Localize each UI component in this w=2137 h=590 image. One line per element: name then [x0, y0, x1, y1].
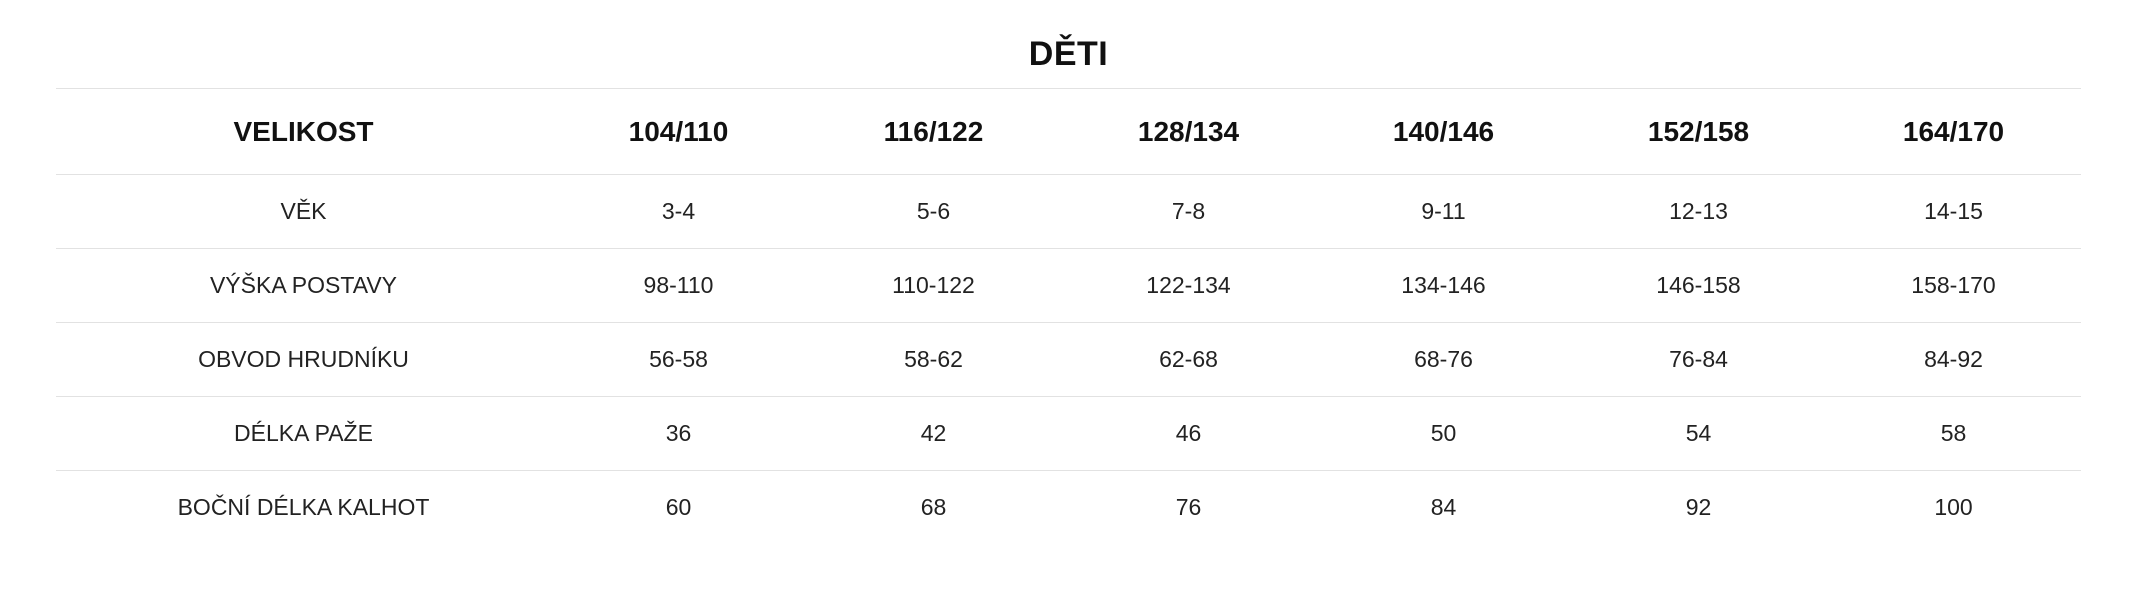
table-cell: 68 [920, 494, 947, 520]
table-cell: 58 [1940, 420, 1967, 446]
table-cell: 84 [1430, 494, 1457, 520]
table-cell: 100 [1934, 494, 1973, 520]
table-cell: 76 [1175, 494, 1202, 520]
table-cell: 110-122 [892, 272, 975, 298]
table-row: VĚK 3-4 5-6 7-8 9-11 12-13 14-15 [56, 174, 2081, 249]
header-label: VELIKOST [233, 115, 374, 147]
table-cell: 42 [920, 420, 947, 446]
table-cell: 122-134 [1146, 272, 1231, 298]
table-cell: 60 [665, 494, 692, 520]
size-header: 116/122 [883, 115, 984, 147]
table-cell: 36 [665, 420, 692, 446]
row-label: BOČNÍ DÉLKA KALHOT [177, 494, 430, 520]
size-header: 140/146 [1392, 115, 1495, 147]
row-label: VÝŠKA POSTAVY [209, 272, 398, 298]
row-label: VĚK [280, 198, 327, 224]
table-cell: 56-58 [649, 346, 708, 372]
size-header: 164/170 [1902, 115, 2005, 147]
table-cell: 14-15 [1924, 198, 1983, 224]
table-cell: 3-4 [661, 198, 696, 224]
size-table: VELIKOST 104/110 116/122 128/134 140/146… [56, 88, 2081, 544]
row-label: OBVOD HRUDNÍKU [198, 346, 409, 372]
table-row: OBVOD HRUDNÍKU 56-58 58-62 62-68 68-76 7… [56, 322, 2081, 397]
table-cell: 54 [1685, 420, 1712, 446]
header-row: VELIKOST 104/110 116/122 128/134 140/146… [56, 88, 2081, 175]
table-cell: 98-110 [643, 272, 714, 298]
row-label: DÉLKA PAŽE [234, 420, 373, 446]
table-cell: 5-6 [916, 198, 951, 224]
size-header: 152/158 [1647, 115, 1750, 147]
table-cell: 58-62 [904, 346, 963, 372]
table-row: VÝŠKA POSTAVY 98-110 110-122 122-134 134… [56, 248, 2081, 323]
table-cell: 68-76 [1414, 346, 1473, 372]
table-cell: 76-84 [1669, 346, 1728, 372]
size-chart: DĚTI VELIKOST 104/110 116/122 128/134 14… [56, 0, 2081, 544]
table-cell: 134-146 [1401, 272, 1486, 298]
table-cell: 62-68 [1159, 346, 1218, 372]
table-cell: 12-13 [1669, 198, 1728, 224]
table-cell: 7-8 [1171, 198, 1206, 224]
table-cell: 84-92 [1924, 346, 1983, 372]
chart-title: DĚTI [1028, 35, 1109, 73]
size-header: 128/134 [1137, 115, 1240, 147]
table-cell: 158-170 [1911, 272, 1996, 298]
table-cell: 146-158 [1656, 272, 1741, 298]
table-cell: 46 [1175, 420, 1202, 446]
size-header: 104/110 [628, 115, 729, 147]
table-cell: 50 [1430, 420, 1457, 446]
table-row: DÉLKA PAŽE 36 42 46 50 54 58 [56, 396, 2081, 471]
table-cell: 9-11 [1421, 198, 1466, 224]
table-cell: 92 [1685, 494, 1712, 520]
table-row: BOČNÍ DÉLKA KALHOT 60 68 76 84 92 100 [56, 470, 2081, 545]
